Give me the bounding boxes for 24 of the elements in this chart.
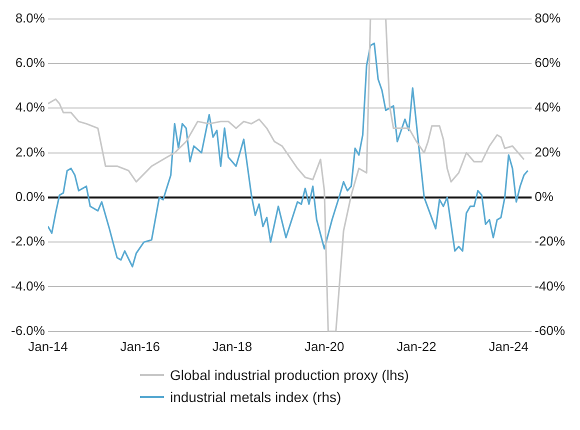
x-tick-label: Jan-24: [488, 338, 528, 354]
y2-tick-label: -20%: [534, 234, 566, 249]
x-tick-label: Jan-22: [396, 338, 436, 354]
y-tick-label: 4.0%: [15, 100, 46, 115]
y2-tick-label: 60%: [534, 55, 562, 70]
y2-tick-label: -40%: [534, 278, 566, 294]
x-tick-label: Jan-16: [120, 338, 160, 354]
y2-tick-label: 0%: [534, 189, 554, 204]
y-tick-label: -6.0%: [10, 322, 46, 338]
y2-tick-label: 20%: [534, 144, 562, 160]
y-tick-label: -4.0%: [10, 278, 46, 294]
y2-tick-label: -60%: [534, 322, 566, 338]
y-tick-label: -2.0%: [10, 234, 46, 249]
y-tick-label: 0.0%: [15, 189, 46, 204]
x-tick-label: Jan-20: [304, 338, 344, 354]
y-tick-label: 6.0%: [15, 55, 46, 70]
y-tick-label: 2.0%: [15, 144, 46, 160]
y2-tick-label: 80%: [534, 10, 562, 26]
legend-label: Global industrial production proxy (lhs): [170, 367, 409, 383]
x-tick-label: Jan-18: [212, 338, 252, 354]
y-tick-label: 8.0%: [15, 10, 46, 26]
x-tick-label: Jan-14: [28, 338, 68, 354]
legend-label: industrial metals index (rhs): [170, 389, 342, 405]
y2-tick-label: 40%: [534, 100, 562, 115]
